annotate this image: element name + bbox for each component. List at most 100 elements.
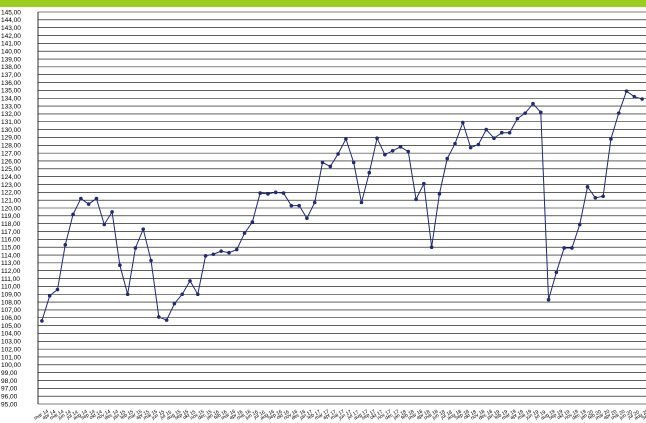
data-point: [133, 246, 138, 250]
data-point: [320, 160, 325, 165]
y-tick-label: 141,00: [1, 41, 21, 48]
y-tick-label: 106,00: [1, 315, 21, 322]
data-point: [422, 181, 426, 186]
data-point: [86, 202, 91, 206]
data-point: [266, 192, 270, 196]
data-point: [461, 120, 465, 125]
data-point: [367, 170, 372, 175]
y-tick-label: 119,00: [1, 213, 21, 220]
y-tick-label: 124,00: [1, 174, 21, 181]
data-point: [336, 152, 340, 156]
data-point: [149, 258, 153, 263]
y-tick-label: 112,00: [1, 268, 21, 275]
y-tick-label: 145,00: [1, 9, 21, 16]
data-point: [71, 212, 75, 217]
data-point: [328, 164, 333, 169]
y-tick-label: 126,00: [1, 158, 21, 165]
data-point: [344, 137, 348, 141]
y-tick-label: 129,00: [1, 135, 21, 142]
data-point: [359, 200, 364, 205]
top-accent-bar: [0, 0, 646, 7]
data-point: [289, 203, 294, 208]
y-tick-label: 125,00: [1, 166, 21, 173]
data-point: [219, 249, 223, 253]
data-point: [188, 279, 192, 283]
data-point: [601, 194, 605, 199]
data-point: [227, 250, 231, 255]
data-point: [102, 222, 107, 227]
y-tick-label: 123,00: [1, 182, 21, 189]
data-point: [125, 292, 130, 297]
data-point: [211, 252, 216, 257]
data-point: [531, 101, 535, 106]
data-point: [453, 141, 457, 146]
data-point: [437, 192, 442, 196]
data-point: [414, 197, 418, 202]
data-point: [507, 130, 512, 135]
data-point: [47, 294, 52, 298]
y-tick-label: 103,00: [1, 339, 21, 346]
series-line: [41, 90, 643, 322]
data-point: [484, 127, 489, 132]
data-point: [312, 200, 317, 205]
data-point: [79, 196, 83, 201]
data-point: [562, 246, 566, 250]
y-tick-label: 95,00: [1, 401, 18, 408]
y-tick-label: 105,00: [1, 323, 21, 330]
data-point: [305, 216, 309, 220]
y-tick-label: 142,00: [1, 33, 21, 40]
y-tick-label: 130,00: [1, 127, 21, 134]
data-point: [624, 89, 629, 93]
data-point: [609, 137, 613, 141]
data-point: [390, 148, 395, 153]
data-point: [577, 222, 582, 227]
data-point: [468, 145, 473, 150]
data-point: [258, 191, 262, 195]
data-point: [110, 210, 114, 214]
y-tick-label: 120,00: [1, 205, 21, 212]
y-tick-label: 98,00: [1, 378, 18, 385]
data-point: [250, 220, 255, 224]
data-point: [55, 287, 60, 292]
y-tick-label: 143,00: [1, 25, 21, 32]
data-point: [234, 247, 239, 252]
data-point: [515, 116, 520, 121]
y-tick-label: 115,00: [1, 245, 21, 252]
x-tick-label: jul 14: [65, 409, 79, 421]
data-point: [141, 227, 146, 231]
data-point: [157, 315, 161, 319]
data-point: [640, 97, 644, 101]
x-tick-label: jul 16: [252, 409, 266, 421]
y-tick-label: 121,00: [1, 197, 21, 204]
y-tick-label: 139,00: [1, 56, 21, 63]
y-tick-label: 97,00: [1, 386, 18, 393]
y-tick-label: 110,00: [1, 284, 21, 291]
y-tick-label: 99,00: [1, 370, 18, 377]
data-point: [445, 156, 450, 161]
data-point: [383, 152, 387, 157]
y-tick-label: 128,00: [1, 143, 21, 150]
y-tick-label: 101,00: [1, 354, 21, 361]
data-point: [554, 270, 559, 275]
x-tick-label: jul 20: [626, 409, 640, 421]
data-point: [375, 136, 379, 141]
data-point: [499, 130, 504, 135]
data-point: [593, 196, 598, 200]
data-point: [164, 318, 169, 322]
data-point: [585, 185, 590, 189]
grid-lines: [37, 11, 646, 405]
data-point: [546, 297, 551, 302]
data-point: [398, 145, 403, 149]
data-point: [118, 263, 122, 268]
data-point: [429, 245, 434, 249]
series-points: [40, 89, 644, 323]
data-point: [172, 301, 177, 306]
data-point: [406, 149, 411, 154]
x-tick-label: sep 20: [641, 409, 646, 422]
data-point: [297, 203, 301, 208]
data-point: [523, 111, 527, 115]
y-tick-label: 108,00: [1, 299, 21, 306]
y-tick-label: 138,00: [1, 64, 21, 71]
x-tick-label: jul 18: [439, 409, 453, 421]
